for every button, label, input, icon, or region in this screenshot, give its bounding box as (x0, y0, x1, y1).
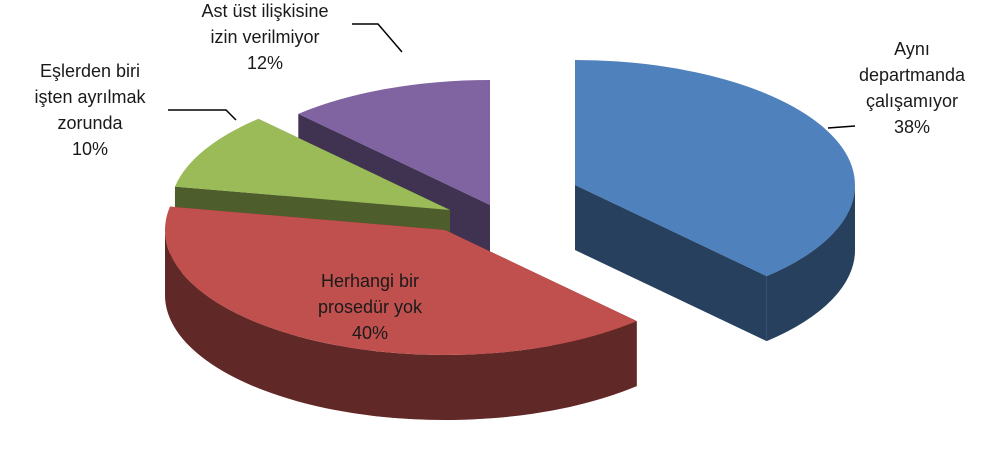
slice (575, 60, 855, 277)
category-label: Herhangi bir prosedür yok (317, 271, 423, 317)
slice-cut-face-shade (575, 185, 767, 342)
value-label: 38% (893, 117, 931, 137)
category-label: Eşlerden biri işten ayrılmak zorunda (34, 61, 146, 133)
slice (165, 206, 637, 355)
slice-label: Ast üst ilişkisine izin verilmiyor 12% (201, 0, 328, 76)
slice-label: Herhangi bir prosedür yok 40% (318, 268, 422, 346)
slice-label: Eşlerden biri işten ayrılmak zorunda 10% (34, 58, 145, 162)
slice-wall-shade (766, 185, 855, 342)
leader-line (352, 23, 403, 53)
leader-lines (168, 23, 856, 129)
category-label: Aynı departmanda çalışamıyor (858, 39, 966, 111)
leader-line (827, 125, 856, 129)
value-label: 40% (351, 323, 389, 343)
slice-wall-shade (165, 230, 637, 420)
value-label: 12% (246, 53, 284, 73)
value-label: 10% (71, 139, 109, 159)
slice (298, 80, 490, 205)
slice (174, 118, 450, 210)
leader-line (168, 109, 237, 121)
slice-label: Aynı departmanda çalışamıyor 38% (859, 36, 965, 140)
category-label: Ast üst ilişkisine izin verilmiyor (201, 1, 329, 47)
